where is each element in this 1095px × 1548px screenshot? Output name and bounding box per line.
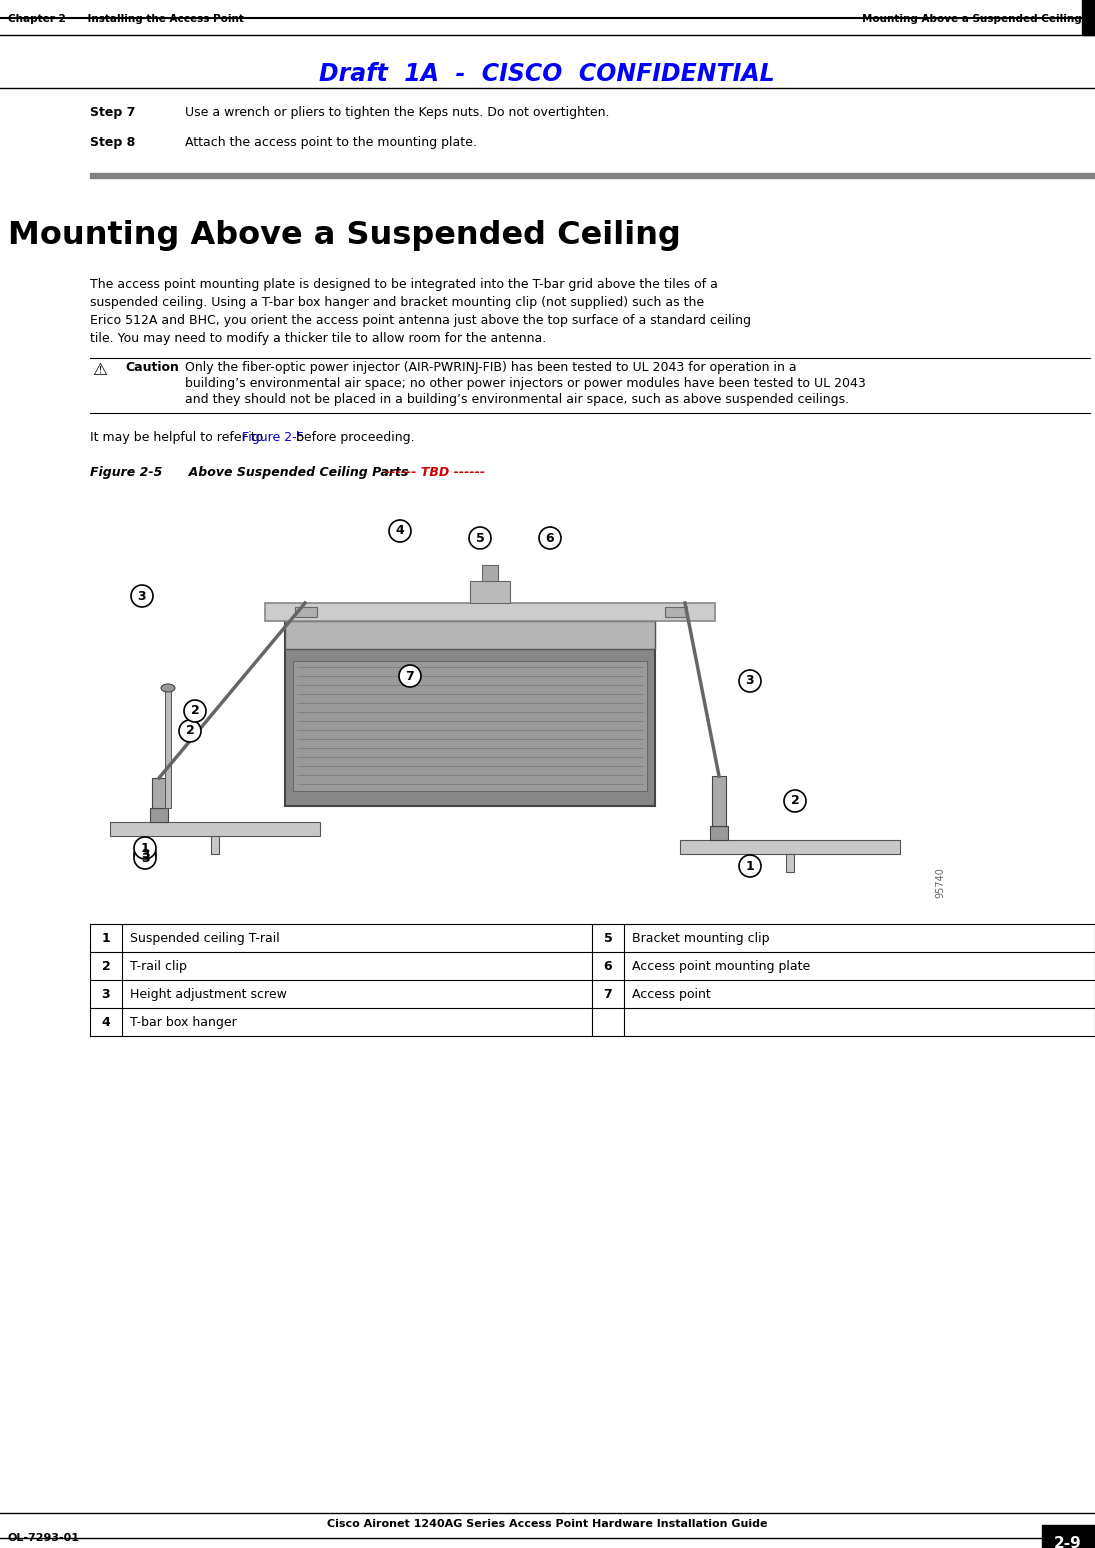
Bar [293, 661, 647, 791]
Text: Mounting Above a Suspended Ceiling: Mounting Above a Suspended Ceiling [8, 220, 681, 251]
Bar [152, 779, 166, 808]
Circle shape [539, 526, 561, 550]
Text: Cisco Aironet 1240AG Series Access Point Hardware Installation Guide: Cisco Aironet 1240AG Series Access Point… [326, 1519, 768, 1529]
Bar [110, 822, 320, 836]
Text: 2: 2 [186, 724, 195, 737]
Text: Chapter 2      Installing the Access Point: Chapter 2 Installing the Access Point [8, 14, 244, 25]
Circle shape [389, 520, 411, 542]
Circle shape [739, 670, 761, 692]
Text: Mounting Above a Suspended Ceiling: Mounting Above a Suspended Ceiling [862, 14, 1082, 25]
Bar [710, 827, 728, 841]
Text: Figure 2-5      Above Suspended Ceiling Parts: Figure 2-5 Above Suspended Ceiling Parts [90, 466, 413, 478]
Text: Only the fiber-optic power injector (AIR-PWRINJ-FIB) has been tested to UL 2043 : Only the fiber-optic power injector (AIR… [185, 361, 797, 375]
Bar [665, 607, 687, 618]
Circle shape [784, 789, 806, 813]
Text: Step 7: Step 7 [90, 105, 136, 119]
Text: 3: 3 [746, 675, 754, 687]
Bar [285, 621, 655, 807]
Text: The access point mounting plate is designed to be integrated into the T-bar grid: The access point mounting plate is desig… [90, 279, 718, 291]
Bar [712, 776, 726, 827]
Text: Height adjustment screw: Height adjustment screw [130, 988, 287, 1002]
Text: Draft  1A  -  CISCO  CONFIDENTIAL: Draft 1A - CISCO CONFIDENTIAL [319, 62, 775, 87]
Circle shape [131, 585, 153, 607]
Text: 2: 2 [791, 794, 799, 808]
Text: 5: 5 [603, 932, 612, 944]
Text: 1: 1 [746, 859, 754, 873]
Bar [165, 687, 171, 808]
Text: T-rail clip: T-rail clip [130, 960, 187, 974]
Bar [211, 836, 219, 854]
Text: 95740: 95740 [935, 867, 945, 898]
Circle shape [178, 720, 201, 741]
Bar [482, 565, 498, 580]
Text: Use a wrench or pliers to tighten the Keps nuts. Do not overtighten.: Use a wrench or pliers to tighten the Ke… [185, 105, 610, 119]
Text: T-bar box hanger: T-bar box hanger [130, 1015, 237, 1029]
Circle shape [134, 844, 155, 865]
Bar [680, 841, 900, 854]
Ellipse shape [161, 684, 175, 692]
Text: 1: 1 [140, 842, 149, 854]
Bar [1082, 0, 1095, 36]
Bar [90, 173, 1095, 178]
Text: Step 8: Step 8 [90, 136, 136, 149]
Text: 2-9: 2-9 [1054, 1536, 1082, 1548]
Text: 3: 3 [140, 847, 149, 861]
Text: 3: 3 [102, 988, 111, 1002]
Circle shape [399, 666, 420, 687]
Text: and they should not be placed in a building’s environmental air space, such as a: and they should not be placed in a build… [185, 393, 849, 406]
Text: 3: 3 [140, 851, 149, 864]
Text: 1: 1 [102, 932, 111, 944]
Text: suspended ceiling. Using a T-bar box hanger and bracket mounting clip (not suppl: suspended ceiling. Using a T-bar box han… [90, 296, 704, 310]
Text: 2: 2 [102, 960, 111, 974]
Text: Access point: Access point [632, 988, 711, 1002]
Text: Figure 2-5: Figure 2-5 [242, 430, 304, 444]
Text: Erico 512A and BHC, you orient the access point antenna just above the top surfa: Erico 512A and BHC, you orient the acces… [90, 314, 751, 327]
Bar [150, 808, 168, 822]
Text: Caution: Caution [125, 361, 178, 375]
Bar [265, 604, 715, 621]
Text: Attach the access point to the mounting plate.: Attach the access point to the mounting … [185, 136, 477, 149]
Text: Access point mounting plate: Access point mounting plate [632, 960, 810, 974]
Text: It may be helpful to refer to: It may be helpful to refer to [90, 430, 267, 444]
Bar [470, 580, 510, 604]
Text: 6: 6 [545, 531, 554, 545]
Text: Bracket mounting clip: Bracket mounting clip [632, 932, 770, 944]
Text: before proceeding.: before proceeding. [292, 430, 415, 444]
Bar [1042, 1525, 1095, 1548]
Text: Suspended ceiling T-rail: Suspended ceiling T-rail [130, 932, 279, 944]
Text: 5: 5 [475, 531, 484, 545]
Text: 7: 7 [405, 669, 414, 683]
Text: 7: 7 [603, 988, 612, 1002]
Text: 6: 6 [603, 960, 612, 974]
Text: building’s environmental air space; no other power injectors or power modules ha: building’s environmental air space; no o… [185, 378, 866, 390]
Circle shape [134, 847, 155, 868]
Circle shape [184, 700, 206, 721]
Text: ------ TBD ------: ------ TBD ------ [385, 466, 485, 478]
Text: 4: 4 [395, 525, 404, 537]
Text: OL-7293-01: OL-7293-01 [8, 1533, 80, 1543]
Bar [295, 607, 316, 618]
Bar [786, 854, 794, 872]
Circle shape [134, 837, 155, 859]
Text: ⚠: ⚠ [92, 361, 107, 379]
Text: 3: 3 [138, 590, 147, 602]
Bar [285, 621, 655, 649]
Text: tile. You may need to modify a thicker tile to allow room for the antenna.: tile. You may need to modify a thicker t… [90, 331, 546, 345]
Circle shape [469, 526, 491, 550]
Circle shape [739, 854, 761, 878]
Text: 2: 2 [191, 704, 199, 718]
Text: 4: 4 [102, 1015, 111, 1029]
